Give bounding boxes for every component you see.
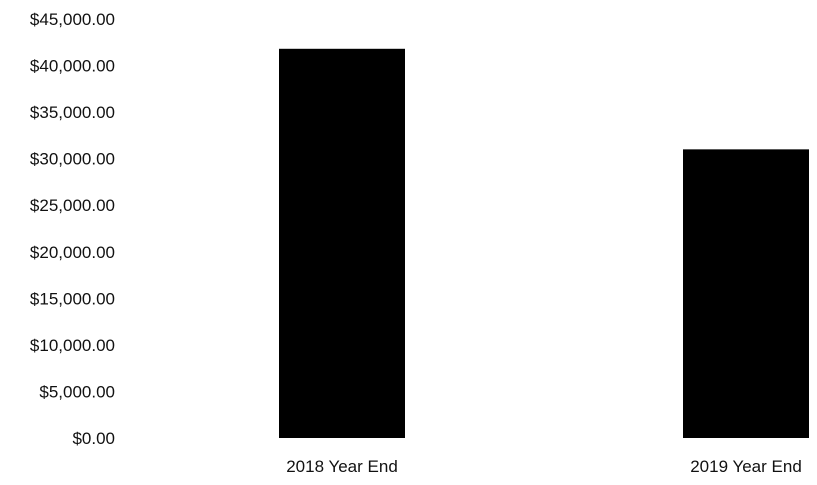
y-tick-label: $5,000.00 [39, 382, 115, 401]
y-tick-label: $10,000.00 [30, 336, 115, 355]
y-tick-label: $25,000.00 [30, 196, 115, 215]
y-axis-tick-labels: $0.00 $5,000.00 $10,000.00 $15,000.00 $20,00… [30, 10, 115, 448]
x-axis-tick-labels: 2018 Year End 2019 Year End [286, 457, 802, 476]
x-tick-label: 2019 Year End [690, 457, 802, 476]
y-tick-label: $20,000.00 [30, 243, 115, 262]
y-tick-label: $0.00 [72, 429, 115, 448]
y-tick-label: $45,000.00 [30, 10, 115, 29]
y-tick-label: $40,000.00 [30, 57, 115, 76]
y-tick-label: $30,000.00 [30, 150, 115, 169]
x-tick-label: 2018 Year End [286, 457, 398, 476]
bars [279, 48, 809, 438]
bar-2 [683, 149, 809, 438]
y-tick-label: $35,000.00 [30, 103, 115, 122]
y-tick-label: $15,000.00 [30, 289, 115, 308]
bar-1 [279, 48, 405, 438]
